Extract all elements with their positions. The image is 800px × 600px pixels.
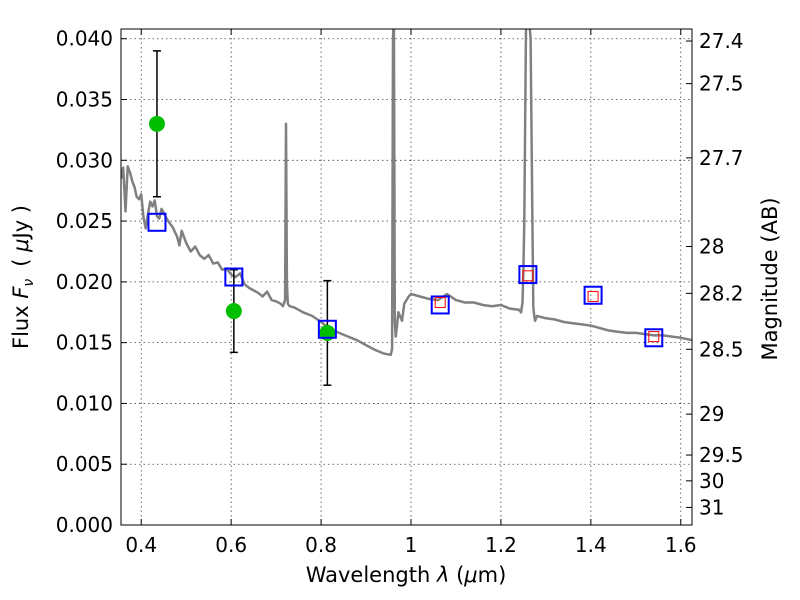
right-tick-label: 28.5 xyxy=(699,337,744,361)
model-inner-point xyxy=(587,290,599,302)
right-tick-label: 27.7 xyxy=(699,146,744,170)
x-tick-label: 1.2 xyxy=(485,533,517,557)
x-axis-title: Wavelength λ (μm) xyxy=(306,563,507,587)
model-point xyxy=(518,265,538,285)
right-tick-label: 29.5 xyxy=(699,443,744,467)
x-tick-label: 1.4 xyxy=(575,533,607,557)
model-inner-point xyxy=(522,270,534,282)
y-tick-label: 0.010 xyxy=(56,391,113,415)
plot-frame xyxy=(120,28,693,526)
y-tick-label: 0.015 xyxy=(56,331,113,355)
sed-line xyxy=(121,29,692,357)
x-tick-label: 0.4 xyxy=(125,533,157,557)
model-point xyxy=(147,212,167,232)
observed-point xyxy=(148,115,165,132)
y-tick-label: 0.025 xyxy=(56,209,113,233)
plot-area xyxy=(121,29,692,386)
right-tick-label: 27.4 xyxy=(699,29,744,53)
x-axis: 0.4 0.6 0.8 1 1.2 1.4 1.6 xyxy=(125,29,697,557)
x-tick-label: 0.6 xyxy=(215,533,247,557)
y-tick-label: 0.020 xyxy=(56,270,113,294)
model-point xyxy=(583,285,603,305)
y-tick-label: 0.040 xyxy=(56,27,113,51)
observed-point xyxy=(225,303,242,320)
y-axis-title-left: Flux Fν( μJy ) xyxy=(9,205,37,349)
y-tick-label: 0.005 xyxy=(56,452,113,476)
model-inner-point xyxy=(434,297,446,309)
x-tick-label: 1.6 xyxy=(665,533,697,557)
model-point xyxy=(317,319,337,339)
right-tick-label: 31 xyxy=(699,495,724,519)
y-axis-left: 0.000 0.005 0.010 0.015 0.020 0.025 0.030 0.035… xyxy=(56,27,127,537)
y-axis-title-right: Magnitude (AB) xyxy=(758,197,782,360)
y-tick-label: 0.035 xyxy=(56,88,113,112)
right-tick-label: 27.5 xyxy=(699,72,744,96)
right-tick-label: 29 xyxy=(699,402,724,426)
x-tick-label: 0.8 xyxy=(305,533,337,557)
right-tick-label: 30 xyxy=(699,469,724,493)
grid xyxy=(121,29,692,526)
model-point xyxy=(224,267,244,287)
model-point xyxy=(644,328,664,348)
y-tick-label: 0.030 xyxy=(56,148,113,172)
model-point xyxy=(430,295,450,315)
x-tick-label: 1 xyxy=(405,533,418,557)
right-tick-label: 28 xyxy=(699,235,724,259)
y-tick-label: 0.000 xyxy=(56,513,113,537)
right-tick-label: 28.2 xyxy=(699,281,744,305)
model-inner-point xyxy=(648,331,660,343)
